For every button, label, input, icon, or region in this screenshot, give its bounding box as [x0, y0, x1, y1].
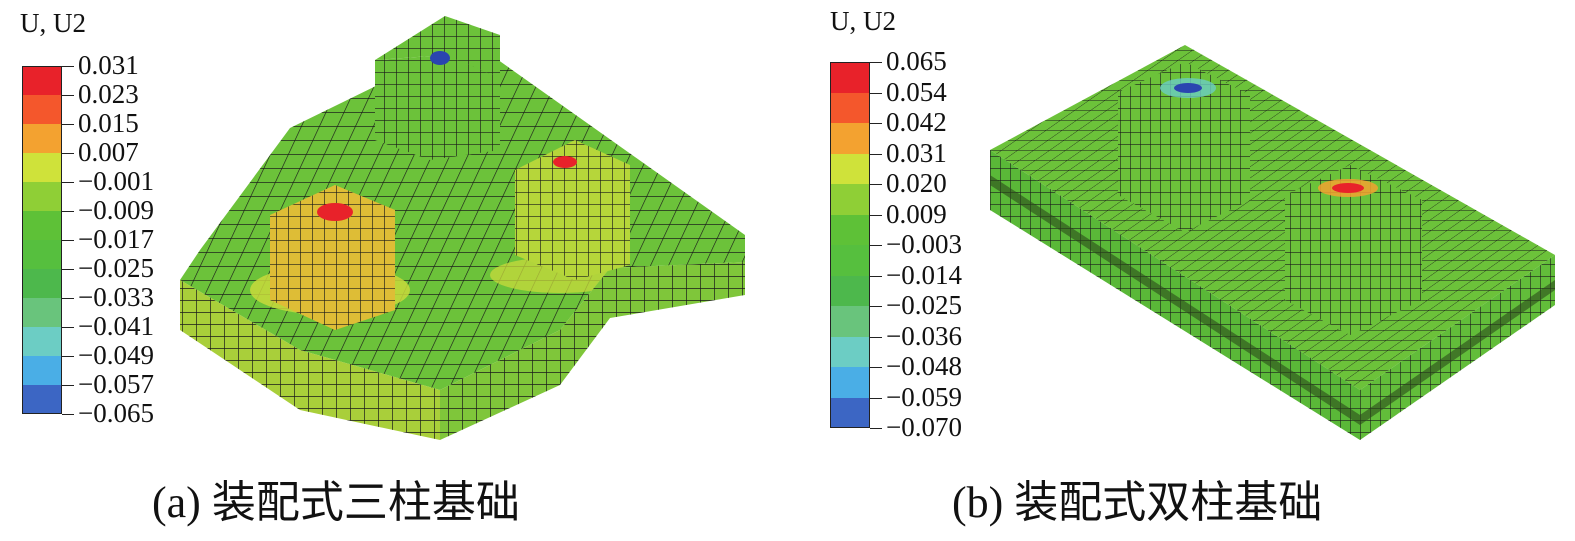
legend-tick	[62, 240, 74, 241]
panel-two-column-foundation: U, U2 0.065 0.054 0.042 0.031 0.020 0.009 −0.0…	[800, 0, 1575, 541]
legend-value: 0.042	[886, 107, 947, 137]
legend-tick	[870, 306, 882, 307]
legend-tick	[62, 153, 74, 154]
caption: (b) 装配式双柱基础	[952, 478, 1323, 527]
legend-swatch	[830, 306, 870, 337]
legend-tick	[870, 397, 882, 399]
legend-swatch	[830, 92, 870, 123]
legend-title: U, U2	[20, 8, 86, 38]
legend-swatch	[830, 123, 870, 154]
legend-value: 0.065	[886, 46, 947, 76]
legend-swatch	[22, 269, 62, 298]
three-column-foundation-mesh	[180, 16, 745, 440]
legend-value: 0.009	[886, 198, 947, 229]
two-column-foundation-mesh	[990, 45, 1555, 440]
legend-value: −0.065	[78, 398, 154, 428]
legend-value: −0.041	[78, 311, 154, 341]
legend-value: −0.048	[886, 351, 962, 381]
legend-swatch	[830, 397, 870, 428]
legend-tick	[62, 124, 74, 125]
legend-value: 0.015	[78, 108, 139, 138]
legend-swatch	[830, 62, 870, 93]
legend-value: 0.031	[78, 50, 139, 80]
legend-value: −0.017	[78, 224, 154, 254]
legend-tick	[62, 414, 74, 415]
legend-swatch	[830, 367, 870, 398]
legend-swatch	[830, 336, 870, 367]
legend-swatch	[22, 182, 62, 211]
legend-value: 0.020	[886, 168, 947, 198]
legend-tick	[62, 327, 74, 328]
legend-tick	[870, 184, 882, 185]
legend-tick	[62, 356, 74, 357]
legend-tick	[870, 92, 882, 94]
legend-swatch	[22, 327, 62, 356]
legend-value: 0.031	[886, 137, 947, 168]
legend-tick	[62, 211, 74, 212]
legend-tick	[870, 336, 882, 338]
legend-value: −0.036	[886, 320, 962, 351]
legend-tick	[62, 182, 74, 183]
legend-value: −0.025	[78, 253, 154, 283]
legend-tick	[62, 385, 74, 386]
legend-tick	[870, 245, 882, 246]
legend-title: U, U2	[830, 6, 896, 36]
legend-value: −0.009	[78, 195, 154, 225]
legend-value: −0.025	[886, 290, 962, 320]
legend-tick	[62, 95, 74, 96]
legend-swatch	[830, 153, 870, 184]
caption: (a) 装配式三柱基础	[152, 478, 520, 527]
legend-tick	[62, 269, 74, 270]
legend-swatch	[830, 184, 870, 215]
legend-swatch	[22, 211, 62, 240]
legend-value: −0.059	[886, 381, 962, 412]
legend-tick	[870, 123, 882, 124]
legend-value: −0.057	[78, 369, 154, 399]
legend-swatch	[22, 356, 62, 385]
legend-tick	[870, 214, 882, 216]
legend-tick	[870, 367, 882, 368]
legend-tick	[62, 66, 74, 67]
legend-value: −0.014	[886, 259, 962, 290]
legend-swatch	[22, 298, 62, 327]
legend-swatch	[830, 214, 870, 245]
legend-value: −0.070	[886, 412, 962, 442]
legend-value: −0.001	[78, 166, 154, 196]
legend-value: 0.023	[78, 79, 139, 109]
legend-swatch	[22, 124, 62, 153]
legend-value: −0.033	[78, 282, 154, 312]
legend-value: 0.007	[78, 137, 139, 167]
legend-value: −0.003	[886, 229, 962, 259]
panel-three-column-foundation: U, U2 0.031 0.023 0.015 0.007 −0.001 −0.009 −0…	[20, 8, 745, 527]
legend-swatch	[830, 275, 870, 306]
legend-swatch	[22, 240, 62, 269]
legend-value: −0.049	[78, 340, 154, 370]
legend-swatch	[22, 153, 62, 182]
legend-tick	[870, 153, 882, 155]
legend-swatch	[830, 245, 870, 276]
legend-swatch	[22, 385, 62, 414]
legend-swatch	[22, 66, 62, 95]
legend-tick	[870, 62, 882, 63]
legend-swatch	[22, 95, 62, 124]
legend-tick	[62, 298, 74, 299]
legend-value: 0.054	[886, 76, 947, 107]
legend-tick	[870, 428, 882, 429]
legend-tick	[870, 275, 882, 277]
